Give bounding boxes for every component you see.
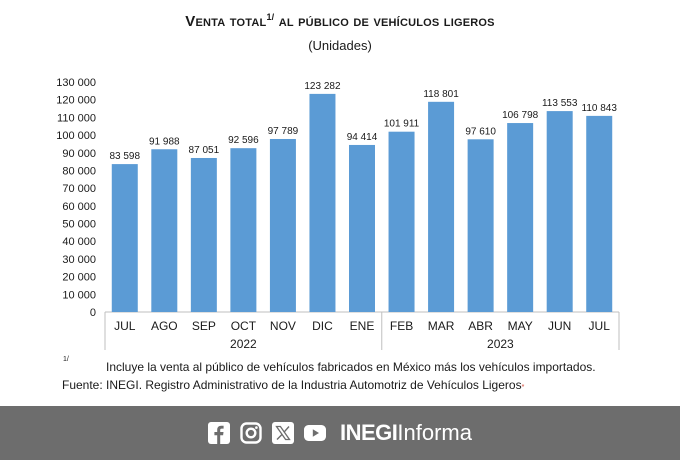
year-label: 2023 bbox=[487, 337, 514, 351]
x-tick-label: FEB bbox=[390, 319, 413, 333]
source-note: Fuente: INEGI. Registro Administrativo d… bbox=[62, 378, 524, 392]
bar-value-label: 91 988 bbox=[149, 136, 180, 147]
bar-value-label: 83 598 bbox=[109, 151, 140, 162]
x-tick-label: JUN bbox=[548, 319, 571, 333]
y-tick-label: 30 000 bbox=[62, 254, 96, 266]
bar-value-label: 106 798 bbox=[502, 110, 539, 121]
bar-value-label: 97 610 bbox=[465, 126, 496, 137]
y-tick-label: 60 000 bbox=[62, 201, 96, 213]
bar-value-label: 123 282 bbox=[304, 81, 341, 92]
bar bbox=[230, 148, 257, 312]
chart-subtitle: (Unidades) bbox=[308, 38, 372, 53]
brand-bold: INEGI bbox=[340, 420, 398, 445]
y-tick-label: 0 bbox=[90, 307, 96, 319]
y-tick-label: 70 000 bbox=[62, 183, 96, 195]
footnote-mark: 1/ bbox=[63, 356, 69, 363]
bar bbox=[349, 144, 375, 312]
bar bbox=[467, 139, 494, 312]
bar-value-label: 110 843 bbox=[582, 103, 618, 114]
y-tick-label: 100 000 bbox=[56, 130, 96, 142]
x-tick-label: OCT bbox=[231, 319, 257, 333]
brand-light: Informa bbox=[397, 420, 472, 445]
bar bbox=[428, 101, 455, 312]
x-tick-label: DIC bbox=[312, 319, 333, 333]
bar-value-label: 101 911 bbox=[384, 119, 420, 130]
bar-value-label: 113 553 bbox=[542, 98, 578, 109]
inegi-informa-logo: INEGI Informa bbox=[340, 420, 472, 446]
x-icon[interactable] bbox=[272, 422, 294, 444]
x-tick-label: ENE bbox=[350, 319, 375, 333]
x-tick-label: SEP bbox=[192, 319, 216, 333]
bar-value-label: 92 596 bbox=[228, 135, 259, 146]
bar bbox=[507, 123, 534, 313]
year-label: 2022 bbox=[230, 337, 257, 351]
y-tick-label: 80 000 bbox=[62, 165, 96, 177]
y-tick-label: 110 000 bbox=[57, 112, 96, 124]
bar-value-label: 118 801 bbox=[423, 89, 459, 100]
instagram-icon[interactable] bbox=[240, 422, 262, 444]
bar-value-label: 97 789 bbox=[268, 126, 299, 137]
social-icons bbox=[208, 422, 326, 444]
bar bbox=[190, 157, 217, 312]
facebook-icon[interactable] bbox=[208, 422, 230, 444]
x-tick-label: NOV bbox=[270, 319, 296, 333]
bar bbox=[388, 131, 415, 312]
y-tick-label: 20 000 bbox=[62, 272, 96, 284]
chart-title: Venta total1/ al público de vehículos li… bbox=[0, 12, 680, 30]
bar bbox=[309, 93, 336, 313]
title-rest: al público de vehículos ligeros bbox=[278, 13, 495, 30]
footer-bar: INEGI Informa bbox=[0, 406, 680, 460]
y-tick-label: 120 000 bbox=[56, 95, 96, 107]
title-footnote-mark: 1/ bbox=[266, 12, 275, 22]
bar bbox=[151, 149, 178, 312]
source-text: Fuente: INEGI. Registro Administrativo d… bbox=[62, 378, 522, 392]
bar-value-label: 87 051 bbox=[189, 145, 220, 156]
footnote-text: Incluye la venta al público de vehículos… bbox=[106, 360, 596, 374]
x-tick-label: ABR bbox=[468, 319, 493, 333]
source-mark: * bbox=[521, 384, 525, 391]
bar bbox=[111, 164, 138, 312]
bar-value-label: 94 414 bbox=[347, 132, 378, 143]
y-tick-label: 50 000 bbox=[62, 219, 96, 231]
y-tick-label: 40 000 bbox=[62, 236, 96, 248]
x-tick-label: MAR bbox=[428, 319, 455, 333]
x-tick-label: JUL bbox=[114, 319, 136, 333]
x-tick-label: AGO bbox=[151, 319, 178, 333]
y-tick-label: 10 000 bbox=[62, 289, 96, 301]
bar bbox=[586, 115, 613, 312]
y-tick-label: 130 000 bbox=[56, 77, 96, 89]
y-tick-label: 90 000 bbox=[62, 148, 96, 160]
x-tick-label: MAY bbox=[508, 319, 533, 333]
title-main: Venta total bbox=[185, 13, 267, 30]
bar-chart: 0 10 000 20 000 30 000 40 000 50 000 60 000 70 … bbox=[56, 77, 620, 351]
bar bbox=[269, 138, 296, 312]
bar bbox=[546, 111, 573, 312]
x-tick-label: JUL bbox=[589, 319, 611, 333]
youtube-icon[interactable] bbox=[304, 422, 326, 444]
